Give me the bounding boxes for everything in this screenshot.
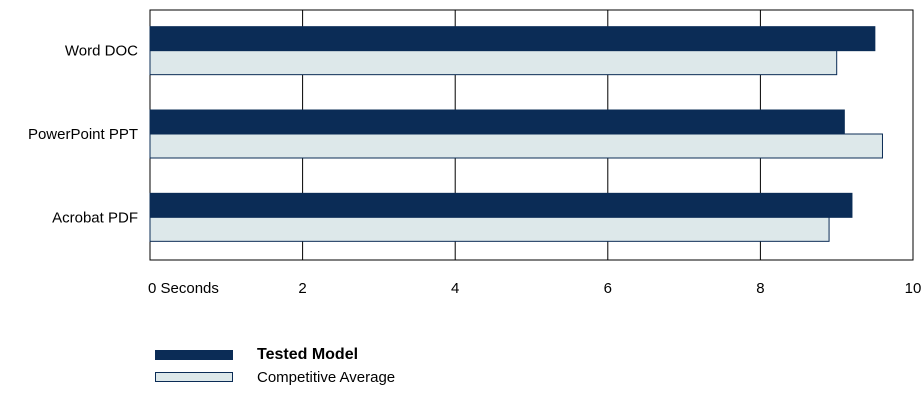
x-tick-label: 6 xyxy=(604,280,612,297)
x-tick-label: 10 xyxy=(905,280,922,297)
bar-competitive-average xyxy=(149,50,838,76)
legend-swatch-tested-model xyxy=(155,350,233,360)
legend-label-competitive-average: Competitive Average xyxy=(257,368,396,386)
legend-swatch-competitive-average xyxy=(155,372,233,382)
legend-label-tested-model: Tested Model xyxy=(257,346,359,363)
category-label: Acrobat PDF xyxy=(52,209,138,226)
x-tick-label: 2 xyxy=(298,280,306,297)
x-tick-label: 0 Seconds xyxy=(148,280,219,297)
legend-item-tested-model: Tested Model xyxy=(155,344,395,366)
bar-tested-model xyxy=(149,192,853,218)
category-label: Word DOC xyxy=(65,43,138,60)
bar-competitive-average xyxy=(149,216,830,242)
x-axis-tick-labels: 0 Seconds 2 4 6 8 10 xyxy=(148,280,921,297)
legend: Tested Model Competitive Average xyxy=(155,344,395,388)
bar-tested-model xyxy=(149,26,876,52)
x-tick-label: 8 xyxy=(756,280,764,297)
category-label: PowerPoint PPT xyxy=(28,126,138,143)
bars xyxy=(149,26,883,242)
bar-tested-model xyxy=(149,109,845,135)
legend-item-competitive-average: Competitive Average xyxy=(155,366,395,388)
bar-competitive-average xyxy=(149,133,883,159)
x-tick-label: 4 xyxy=(451,280,459,297)
category-labels: Word DOC PowerPoint PPT Acrobat PDF xyxy=(28,43,138,227)
